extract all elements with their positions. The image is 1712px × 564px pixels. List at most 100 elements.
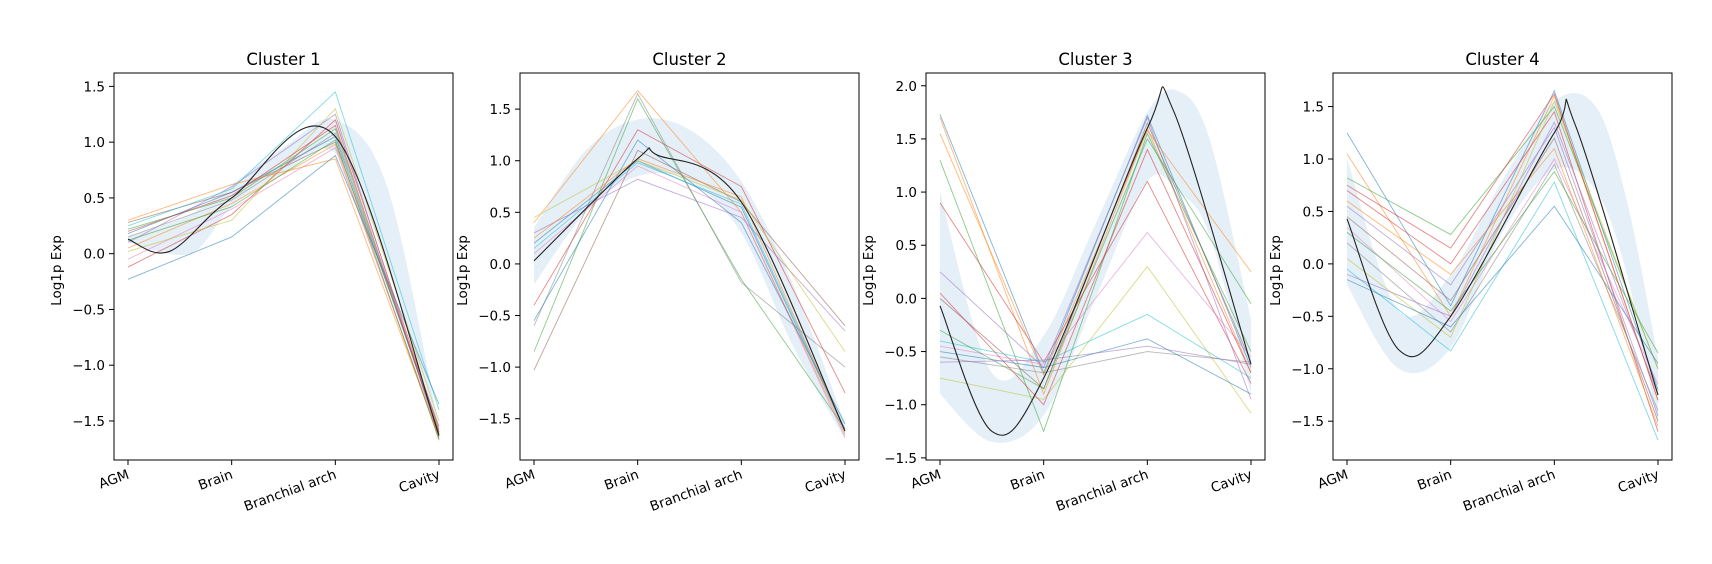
confidence-band <box>534 118 845 440</box>
series-line <box>533 162 846 430</box>
x-tick-label: Branchial arch <box>242 467 339 515</box>
series-line <box>533 129 846 394</box>
y-axis-label: Log1p Exp <box>49 235 65 306</box>
y-tick-label: 1.0 <box>490 154 511 170</box>
series-line <box>127 132 440 433</box>
y-tick-label: 1.0 <box>84 135 105 151</box>
y-tick-label: 0.5 <box>84 191 105 207</box>
series-line <box>533 92 846 368</box>
plot-area <box>1346 89 1659 441</box>
series-line <box>1346 92 1659 401</box>
y-tick-label: 1.5 <box>896 132 917 148</box>
cluster-3-panel: Cluster 3 Log1p Exp −1.5 −1.0 −0.5 0.0 0.5 1.0 1… <box>861 50 1266 515</box>
trend-curve <box>127 125 440 436</box>
y-tick-label: 0.0 <box>490 257 511 273</box>
series-line <box>939 129 1252 377</box>
plot-area <box>533 89 846 440</box>
cluster-2-panel: Cluster 2 Log1p Exp −1.5 −1.0 −0.5 0.0 0.5 1.0 1… <box>455 50 860 515</box>
y-tick-label: 2.0 <box>896 79 917 95</box>
y-tick-label: 1.0 <box>1303 152 1324 168</box>
confidence-band <box>1347 93 1658 427</box>
series-line <box>127 135 440 433</box>
series-line <box>1346 170 1659 354</box>
series-line <box>533 160 846 352</box>
trend-curve <box>939 86 1252 436</box>
y-tick-label: −0.5 <box>884 345 917 361</box>
y-tick-label: −1.5 <box>478 412 511 428</box>
series-line <box>127 158 440 437</box>
axes-frame <box>925 72 1266 461</box>
series-line <box>1346 89 1659 390</box>
y-tick-label: 1.5 <box>490 102 511 118</box>
y-axis-label: Log1p Exp <box>455 235 471 306</box>
y-tick-label: 0.0 <box>1303 257 1324 273</box>
x-tick-label: Cavity <box>1209 467 1255 497</box>
confidence-band <box>940 89 1251 443</box>
cluster-1-panel: Cluster 1 Log1p Exp −1.5 −1.0 −0.5 0.0 0.5 1.0 1… <box>49 50 454 515</box>
x-tick-label: Brain <box>196 467 235 494</box>
x-tick-label: AGM <box>1316 467 1351 493</box>
chart-title: Cluster 3 <box>1058 50 1132 69</box>
y-tick-label: −0.5 <box>1291 309 1324 325</box>
x-tick-label: Branchial arch <box>1461 467 1558 515</box>
series-line <box>939 351 1252 374</box>
series-line <box>127 147 440 436</box>
trend-curve <box>533 147 846 432</box>
y-tick-label: 0.0 <box>896 291 917 307</box>
cluster-4-panel: Cluster 4 Log1p Exp −1.5 −1.0 −0.5 0.0 0.5 1.0 1… <box>1268 50 1673 515</box>
y-tick-label: −1.0 <box>1291 362 1324 378</box>
x-tick-label: Cavity <box>803 467 849 497</box>
series-line <box>533 149 846 371</box>
y-tick-label: 0.5 <box>896 238 917 254</box>
series-line <box>1346 205 1659 364</box>
series-line <box>533 160 846 432</box>
series-line <box>939 231 1252 365</box>
x-tick-label: Cavity <box>1616 467 1662 497</box>
series-line <box>939 313 1252 379</box>
y-tick-label: −1.5 <box>884 451 917 467</box>
series-line <box>939 137 1252 390</box>
x-tick-label: Cavity <box>397 467 443 497</box>
y-tick-label: −1.0 <box>72 358 105 374</box>
y-tick-label: 1.0 <box>896 185 917 201</box>
chart-title: Cluster 2 <box>652 50 726 69</box>
chart-title: Cluster 4 <box>1465 50 1539 69</box>
series-line <box>939 265 1252 414</box>
chart-title: Cluster 1 <box>246 50 320 69</box>
x-tick-label: AGM <box>97 467 132 493</box>
series-line <box>1346 158 1659 385</box>
x-tick-label: AGM <box>503 467 538 493</box>
y-tick-label: −1.0 <box>478 360 511 376</box>
x-tick-label: Brain <box>1008 467 1047 494</box>
series-line <box>1346 147 1659 427</box>
axes-frame <box>1332 72 1673 461</box>
y-tick-label: 0.5 <box>1303 204 1324 220</box>
series-line <box>939 116 1252 400</box>
series-line <box>127 124 440 434</box>
y-tick-label: −0.5 <box>72 302 105 318</box>
series-line <box>127 113 440 438</box>
x-tick-label: Brain <box>1415 467 1454 494</box>
series-line <box>533 139 846 425</box>
trend-curve <box>1346 98 1659 396</box>
axes-frame <box>113 72 454 461</box>
series-line <box>127 139 440 441</box>
y-axis-label: Log1p Exp <box>861 235 877 306</box>
series-line <box>127 141 440 427</box>
y-tick-label: 0.5 <box>490 205 511 221</box>
series-line <box>127 91 440 410</box>
y-tick-label: −0.5 <box>478 309 511 325</box>
series-line <box>939 345 1252 365</box>
plot-area <box>127 91 440 444</box>
plot-area <box>939 86 1252 443</box>
series-line <box>939 180 1252 384</box>
y-tick-label: 0.0 <box>84 247 105 263</box>
y-tick-label: 1.5 <box>1303 100 1324 116</box>
axes-frame <box>519 72 860 461</box>
series-line <box>533 158 846 432</box>
y-axis-label: Log1p Exp <box>1268 235 1284 306</box>
x-tick-label: Brain <box>602 467 641 494</box>
x-tick-label: AGM <box>909 467 944 493</box>
y-tick-label: −1.0 <box>884 398 917 414</box>
y-tick-label: −1.5 <box>1291 414 1324 430</box>
